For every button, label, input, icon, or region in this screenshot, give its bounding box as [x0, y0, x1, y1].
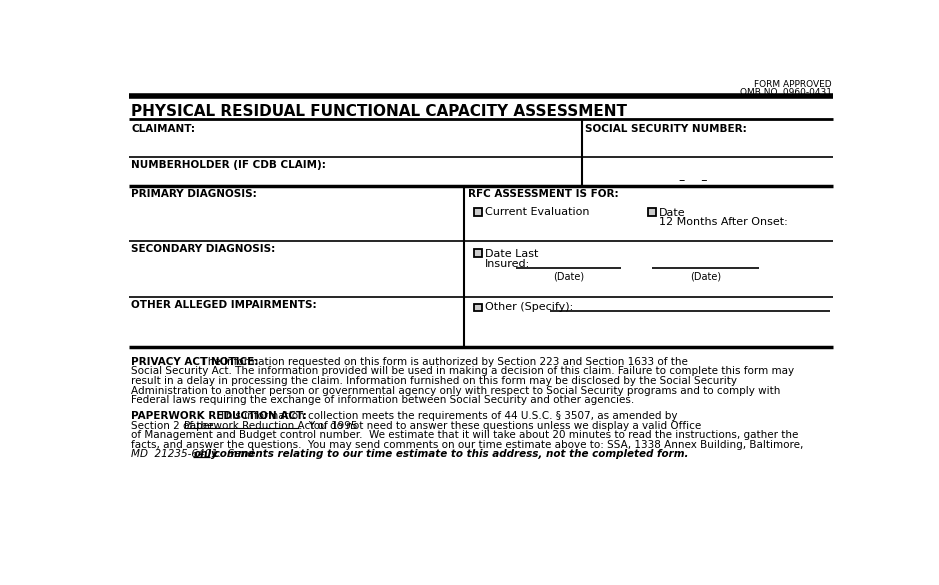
Text: facts, and answer the questions.  You may send comments on our time estimate abo: facts, and answer the questions. You may… [131, 440, 804, 450]
Text: OTHER ALLEGED IMPAIRMENTS:: OTHER ALLEGED IMPAIRMENTS: [131, 300, 317, 309]
Text: Federal laws requiring the exchange of information between Social Security and o: Federal laws requiring the exchange of i… [131, 395, 635, 405]
Text: (Date): (Date) [553, 271, 584, 281]
Text: .  You do not need to answer these questions unless we display a valid Office: . You do not need to answer these questi… [299, 421, 701, 431]
Bar [648, 208, 656, 216]
Text: of Management and Budget control number.  We estimate that it will take about 20: of Management and Budget control number.… [131, 430, 799, 440]
Text: FORM APPROVED: FORM APPROVED [754, 80, 832, 89]
Text: PHYSICAL RESIDUAL FUNCTIONAL CAPACITY ASSESSMENT: PHYSICAL RESIDUAL FUNCTIONAL CAPACITY AS… [131, 104, 627, 119]
Bar [474, 304, 482, 311]
Bar [474, 249, 482, 257]
Text: comments relating to our time estimate to this address, not the completed form.: comments relating to our time estimate t… [210, 449, 689, 459]
Text: Administration to another person or governmental agency only with respect to Soc: Administration to another person or gove… [131, 386, 780, 395]
Text: PAPERWORK REDUCTION ACT:: PAPERWORK REDUCTION ACT: [131, 411, 307, 421]
Text: Date Last: Date Last [485, 249, 538, 259]
Text: Social Security Act. The information provided will be used in making a decision : Social Security Act. The information pro… [131, 366, 794, 376]
Text: CLAIMANT:: CLAIMANT: [131, 124, 195, 134]
Text: SECONDARY DIAGNOSIS:: SECONDARY DIAGNOSIS: [131, 244, 275, 254]
Text: The information requested on this form is authorized by Section 223 and Section : The information requested on this form i… [195, 357, 687, 367]
Text: PRIVACY ACT NOTICE:: PRIVACY ACT NOTICE: [131, 357, 259, 367]
Text: (Date): (Date) [690, 271, 721, 281]
Text: –    –: – – [679, 174, 708, 187]
Text: Section 2 of the: Section 2 of the [131, 421, 217, 431]
Text: Date: Date [659, 208, 685, 218]
Text: Paperwork Reduction Act of 1995: Paperwork Reduction Act of 1995 [184, 421, 358, 431]
Text: 12 Months After Onset:: 12 Months After Onset: [659, 217, 788, 227]
Text: This information collection meets the requirements of 44 U.S.C. § 3507, as amend: This information collection meets the re… [213, 411, 677, 421]
Text: Insured:: Insured: [485, 259, 530, 269]
Text: only: only [193, 449, 218, 459]
Text: SOCIAL SECURITY NUMBER:: SOCIAL SECURITY NUMBER: [586, 124, 747, 134]
Text: MD  21235-6401.  Send: MD 21235-6401. Send [131, 449, 257, 459]
Text: RFC ASSESSMENT IS FOR:: RFC ASSESSMENT IS FOR: [469, 189, 619, 199]
Text: NUMBERHOLDER (IF CDB CLAIM):: NUMBERHOLDER (IF CDB CLAIM): [131, 160, 326, 170]
Text: Other (Specify):: Other (Specify): [485, 302, 573, 312]
Bar [474, 208, 482, 216]
Text: Current Evaluation: Current Evaluation [485, 207, 590, 217]
Text: result in a delay in processing the claim. Information furnished on this form ma: result in a delay in processing the clai… [131, 376, 737, 386]
Text: PRIMARY DIAGNOSIS:: PRIMARY DIAGNOSIS: [131, 189, 257, 199]
Text: OMB NO. 0960-0431: OMB NO. 0960-0431 [740, 88, 832, 97]
